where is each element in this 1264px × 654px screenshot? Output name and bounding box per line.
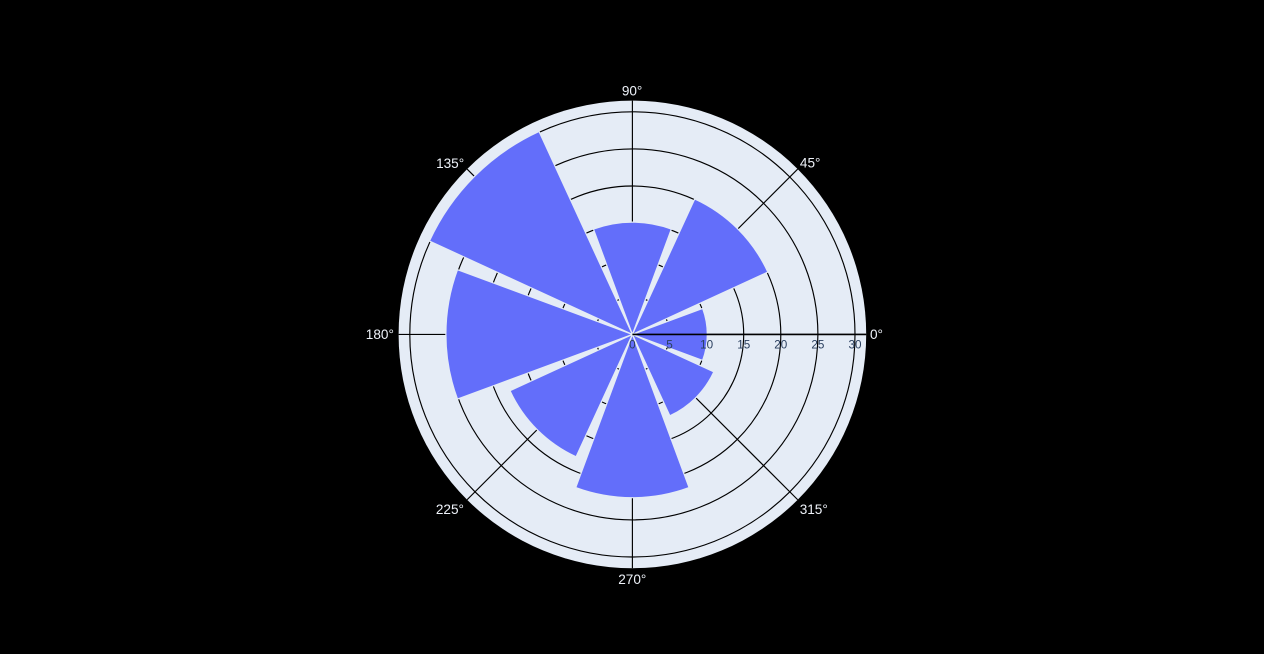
svg-text:25: 25 (811, 339, 825, 352)
svg-text:0: 0 (629, 339, 636, 352)
svg-text:135°: 135° (436, 156, 464, 171)
svg-text:30: 30 (848, 339, 862, 352)
svg-text:225°: 225° (436, 502, 464, 517)
svg-text:180°: 180° (366, 327, 394, 342)
svg-text:45°: 45° (800, 156, 821, 171)
svg-text:20: 20 (774, 339, 788, 352)
svg-text:315°: 315° (800, 502, 828, 517)
svg-text:5: 5 (666, 339, 673, 352)
svg-text:15: 15 (737, 339, 751, 352)
svg-text:270°: 270° (618, 572, 646, 587)
svg-text:0°: 0° (870, 327, 883, 342)
svg-text:90°: 90° (622, 83, 643, 98)
svg-text:10: 10 (700, 339, 714, 352)
